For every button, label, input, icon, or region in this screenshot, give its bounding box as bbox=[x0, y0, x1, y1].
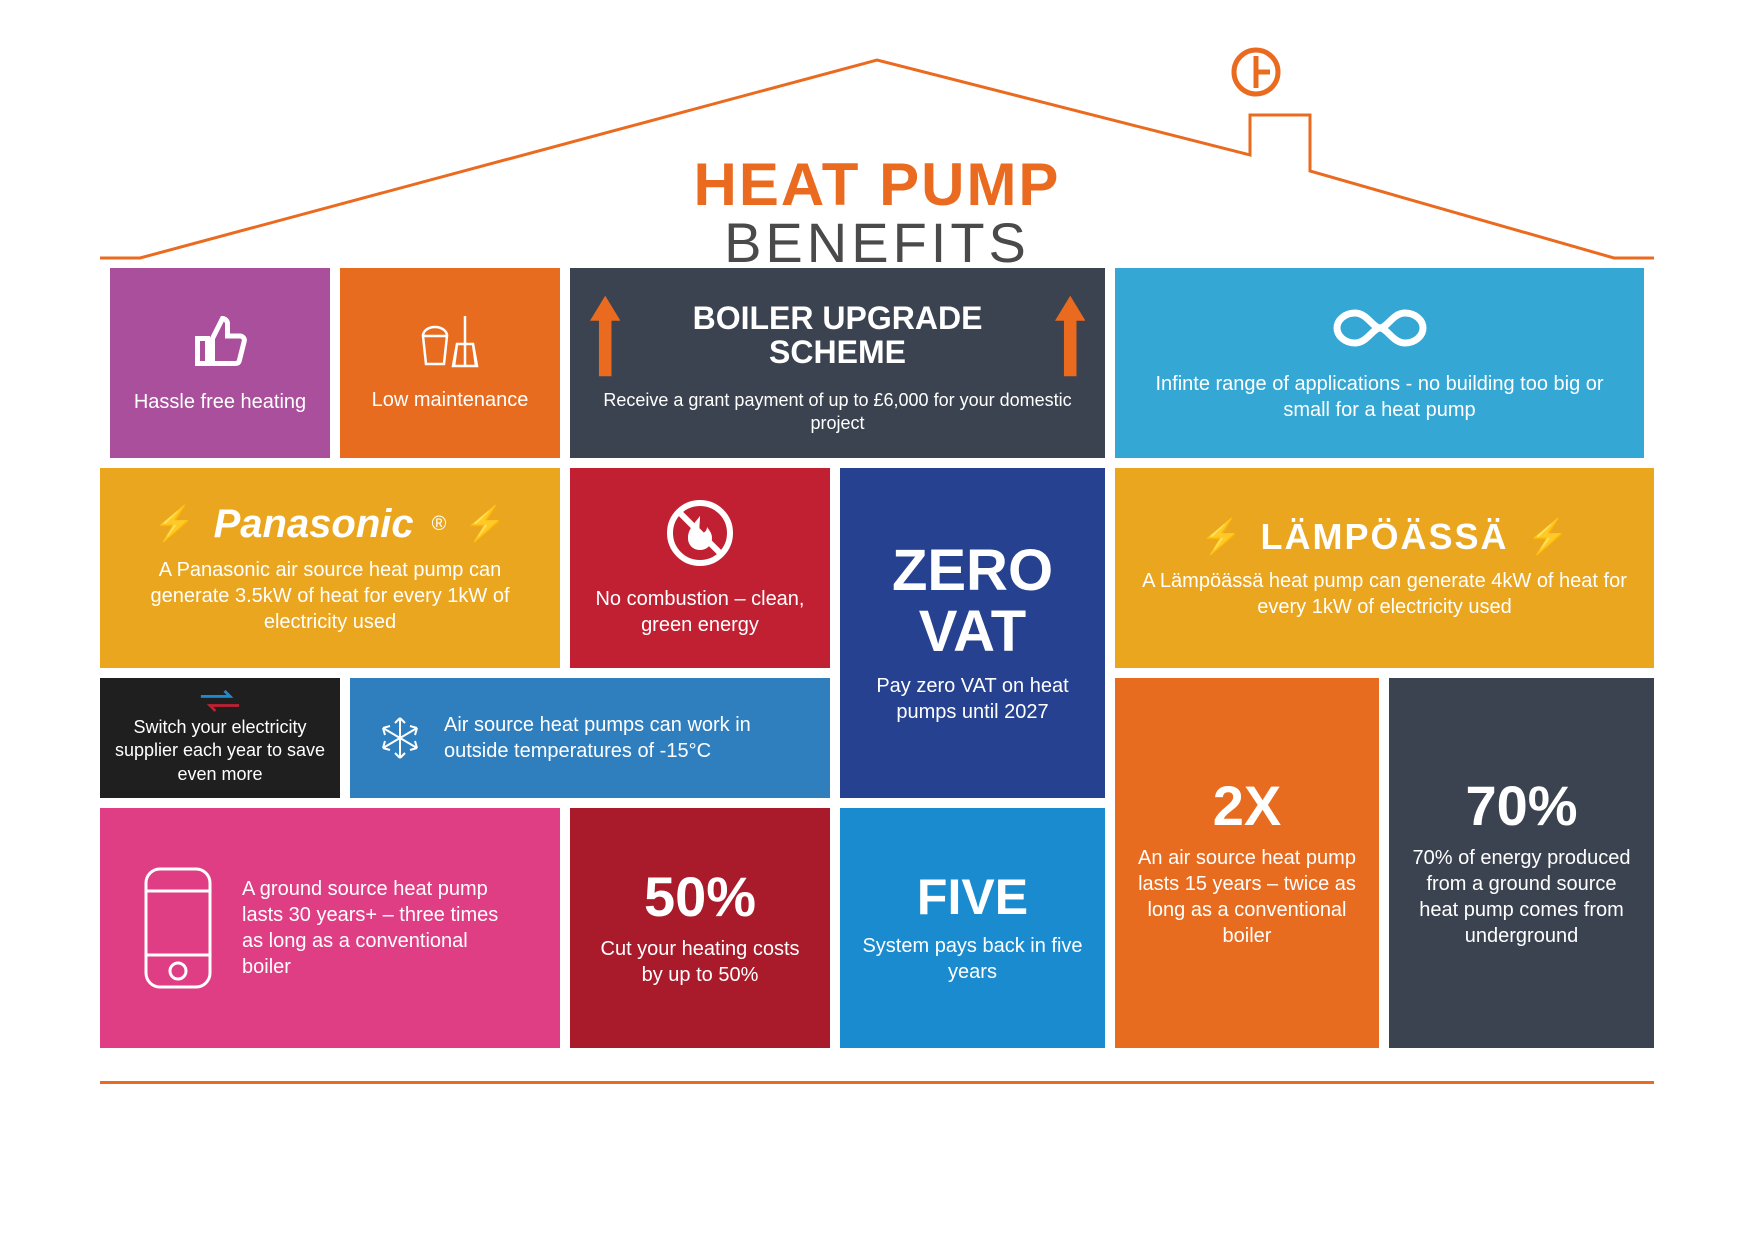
tile-body: Cut your heating costs by up to 50% bbox=[590, 936, 810, 988]
bolt-icon: ⚡ bbox=[464, 504, 506, 544]
tile-title: 50% bbox=[644, 868, 756, 927]
tile-body: No combustion – clean, green energy bbox=[590, 586, 810, 638]
tile-text: Hassle free heating bbox=[134, 389, 306, 415]
bucket-broom-icon bbox=[415, 314, 485, 369]
tile-body: Air source heat pumps can work in outsid… bbox=[444, 712, 804, 764]
tile-text: Low maintenance bbox=[372, 387, 529, 413]
title-line1: HEAT PUMP bbox=[100, 155, 1654, 215]
tile-title: 2X bbox=[1213, 777, 1282, 836]
page-title: HEAT PUMP BENEFITS bbox=[100, 155, 1654, 271]
bolt-icon: ⚡ bbox=[153, 504, 195, 544]
benefits-grid: Hassle free heating Low maintenance BOIL… bbox=[100, 268, 1654, 1048]
brand-name: LÄMPÖÄSSÄ bbox=[1260, 516, 1508, 558]
tile-boiler-upgrade: BOILER UPGRADE SCHEME Receive a grant pa… bbox=[570, 268, 1105, 458]
tile-zero-vat: ZERO VAT Pay zero VAT on heat pumps unti… bbox=[840, 468, 1105, 798]
tile-title: 70% bbox=[1465, 777, 1577, 836]
tile-panasonic: ⚡ Panasonic® ⚡ A Panasonic air source he… bbox=[100, 468, 560, 668]
tile-switch-supplier: Switch your electricity supplier each ye… bbox=[100, 678, 340, 798]
tile-body: A Lämpöässä heat pump can generate 4kW o… bbox=[1135, 568, 1634, 620]
tile-title: ZERO VAT bbox=[860, 541, 1085, 663]
tile-seventy-percent: 70% 70% of energy produced from a ground… bbox=[1389, 678, 1654, 1048]
tile-body: Infinte range of applications - no build… bbox=[1135, 371, 1624, 423]
tile-hassle-free: Hassle free heating bbox=[110, 268, 330, 458]
tile-body: A Panasonic air source heat pump can gen… bbox=[120, 557, 540, 635]
snowflake-icon bbox=[376, 714, 424, 762]
tile-no-combustion: No combustion – clean, green energy bbox=[570, 468, 830, 668]
bolt-icon: ⚡ bbox=[1200, 517, 1242, 557]
bottom-rule bbox=[100, 1081, 1654, 1084]
tile-body: Switch your electricity supplier each ye… bbox=[112, 716, 328, 786]
arrow-up-icon bbox=[1055, 291, 1085, 381]
title-line2: BENEFITS bbox=[100, 215, 1654, 271]
tile-body: Receive a grant payment of up to £6,000 … bbox=[590, 389, 1085, 436]
arrow-up-icon bbox=[590, 291, 620, 381]
swap-arrows-icon bbox=[197, 690, 243, 712]
tile-low-maintenance: Low maintenance bbox=[340, 268, 560, 458]
tile-title: BOILER UPGRADE SCHEME bbox=[642, 302, 1032, 369]
bolt-icon: ⚡ bbox=[1527, 517, 1569, 557]
tile-body: A ground source heat pump lasts 30 years… bbox=[242, 876, 522, 980]
tile-cold-temp: Air source heat pumps can work in outsid… bbox=[350, 678, 830, 798]
tile-body: System pays back in five years bbox=[860, 933, 1085, 985]
logo-icon bbox=[1230, 46, 1282, 98]
tile-title: FIVE bbox=[917, 871, 1028, 924]
tile-body: Pay zero VAT on heat pumps until 2027 bbox=[860, 673, 1085, 725]
tile-fifty-percent: 50% Cut your heating costs by up to 50% bbox=[570, 808, 830, 1048]
no-flame-icon bbox=[665, 498, 735, 568]
tile-lampoassa: ⚡ LÄMPÖÄSSÄ ⚡ A Lämpöässä heat pump can … bbox=[1115, 468, 1654, 668]
tile-infinite: Infinte range of applications - no build… bbox=[1115, 268, 1644, 458]
brand-name: Panasonic bbox=[214, 502, 414, 547]
infinity-icon bbox=[1330, 303, 1430, 353]
roof-outline: HEAT PUMP BENEFITS bbox=[100, 40, 1654, 260]
tile-two-x: 2X An air source heat pump lasts 15 year… bbox=[1115, 678, 1379, 1048]
tile-body: 70% of energy produced from a ground sou… bbox=[1409, 845, 1634, 949]
tile-ground-source: A ground source heat pump lasts 30 years… bbox=[100, 808, 560, 1048]
tile-body: An air source heat pump lasts 15 years –… bbox=[1135, 845, 1359, 949]
boiler-unit-icon bbox=[138, 863, 218, 993]
thumbs-up-icon bbox=[190, 311, 250, 371]
tile-five-years: FIVE System pays back in five years bbox=[840, 808, 1105, 1048]
